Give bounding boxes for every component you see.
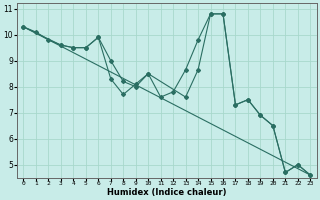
X-axis label: Humidex (Indice chaleur): Humidex (Indice chaleur)	[107, 188, 227, 197]
